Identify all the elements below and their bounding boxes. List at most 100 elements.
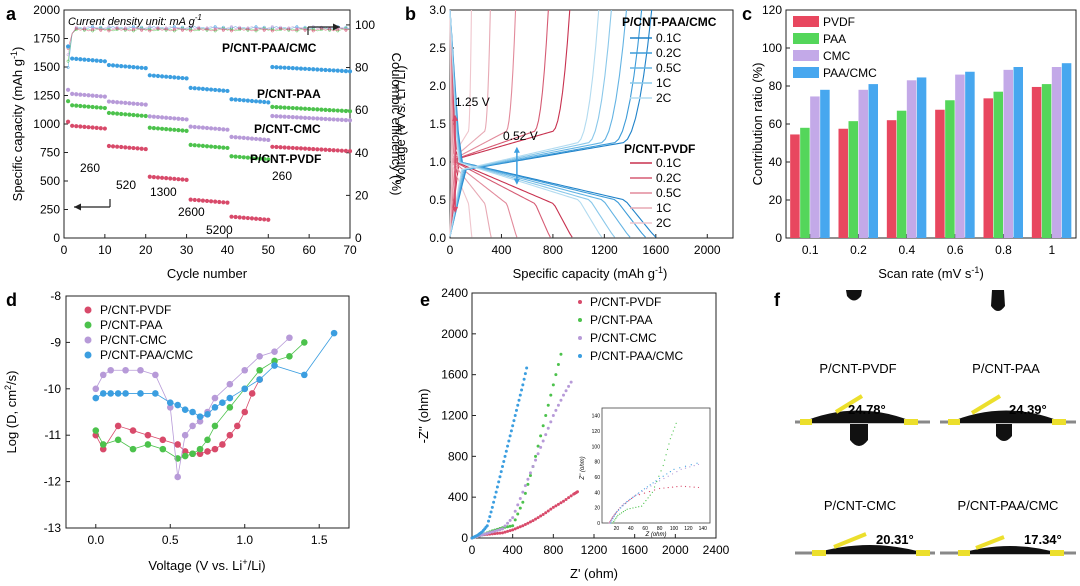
capacity-point — [115, 144, 120, 149]
capacity-point — [164, 127, 169, 132]
inset-point — [671, 486, 674, 488]
inset-point — [622, 511, 625, 513]
impedance-point — [513, 527, 517, 531]
impedance-point — [499, 470, 503, 474]
inset-point — [635, 494, 637, 496]
inset-point — [652, 482, 654, 484]
x-tick-label: 0.8 — [995, 243, 1012, 257]
impedance-point — [495, 528, 499, 532]
inset-point — [610, 522, 612, 524]
capacity-point — [90, 58, 95, 63]
capacity-point — [266, 157, 271, 162]
inset-point — [626, 508, 628, 510]
capacity-point — [82, 92, 87, 98]
impedance-point — [521, 383, 525, 387]
capacity-point — [347, 149, 353, 154]
inset-point — [619, 513, 621, 515]
diffusion-point — [211, 394, 219, 402]
impedance-point — [528, 520, 532, 524]
impedance-point — [534, 458, 538, 462]
ce-point — [66, 66, 70, 69]
capacity-point — [315, 107, 320, 112]
y-tick-label: 2000 — [33, 3, 60, 17]
capacity-point — [143, 102, 148, 107]
inset-point — [615, 517, 617, 520]
x-tick-label: 50 — [262, 243, 276, 257]
capacity-point — [78, 103, 83, 109]
diffusion-point — [181, 406, 189, 413]
panel-d-xlabel: Voltage (V vs. Li+/Li) — [148, 557, 265, 573]
capacity-point — [78, 57, 83, 62]
impedance-point — [523, 491, 527, 495]
inset-point — [676, 471, 678, 473]
bar — [848, 121, 858, 238]
impedance-point — [556, 362, 560, 366]
capacity-point — [302, 106, 308, 111]
bar — [916, 77, 927, 238]
capacity-point — [327, 117, 332, 122]
impedance-point — [511, 516, 515, 520]
series-label-cmc: P/CNT-CMC — [254, 122, 321, 136]
capacity-point — [290, 145, 295, 151]
capacity-point — [147, 174, 152, 179]
diffusion-point — [189, 408, 196, 416]
x-tick-label: 2000 — [694, 243, 721, 257]
x-tick-label: 1600 — [642, 243, 669, 257]
capacity-point — [168, 176, 173, 181]
impedance-point — [520, 388, 524, 392]
capacity-point — [221, 88, 226, 93]
impedance-point — [544, 414, 548, 417]
capacity-point — [262, 156, 267, 162]
bar — [935, 109, 945, 238]
diffusion-point — [122, 390, 129, 397]
droplet-paa — [948, 410, 1064, 423]
diffusion-point — [301, 371, 308, 379]
inset-point — [658, 475, 660, 477]
y-tick-label: 40 — [769, 155, 783, 169]
capacity-point — [127, 145, 132, 150]
ce-point — [115, 26, 119, 30]
pvdf-arrowhead-up — [452, 114, 459, 121]
capacity-point — [208, 87, 214, 92]
ce-point — [303, 28, 307, 32]
inset-point — [647, 497, 649, 499]
capacity-point — [102, 126, 107, 131]
diffusion-point — [174, 473, 182, 481]
capacity-point — [208, 126, 214, 131]
impedance-point — [514, 408, 518, 412]
capacity-point — [249, 216, 255, 221]
capacity-point — [282, 105, 287, 110]
ce-point — [246, 27, 250, 31]
capacity-point — [200, 125, 206, 130]
y2-tick-label: 40 — [355, 146, 369, 160]
capacity-point — [225, 127, 230, 132]
capacity-point — [298, 115, 304, 120]
angle-cmc: 20.31° — [876, 532, 914, 547]
impedance-point — [513, 509, 517, 513]
y-tick-label: 1500 — [33, 60, 60, 74]
capacity-point — [70, 123, 75, 128]
capacity-point — [278, 65, 283, 70]
capacity-point — [278, 105, 283, 110]
impedance-point — [489, 510, 493, 514]
inset-point — [623, 503, 625, 505]
capacity-point — [233, 154, 238, 159]
x-tick-label: 2000 — [662, 543, 689, 557]
panel-e-ylabel: -Z'' (ohm) — [416, 389, 431, 444]
inset-point — [679, 467, 681, 469]
capacity-point — [282, 65, 287, 70]
impedance-point — [534, 454, 538, 458]
capacity-point — [282, 145, 287, 150]
capacity-point — [343, 108, 349, 114]
capacity-point — [208, 144, 214, 149]
capacity-point — [139, 113, 144, 118]
capacity-point — [307, 115, 312, 121]
capacity-point — [213, 126, 218, 131]
capacity-point — [229, 134, 234, 139]
capacity-point — [159, 115, 165, 120]
capacity-point — [217, 88, 222, 93]
capacity-point — [123, 145, 128, 150]
impedance-point — [518, 525, 522, 529]
capacity-point — [192, 197, 197, 203]
